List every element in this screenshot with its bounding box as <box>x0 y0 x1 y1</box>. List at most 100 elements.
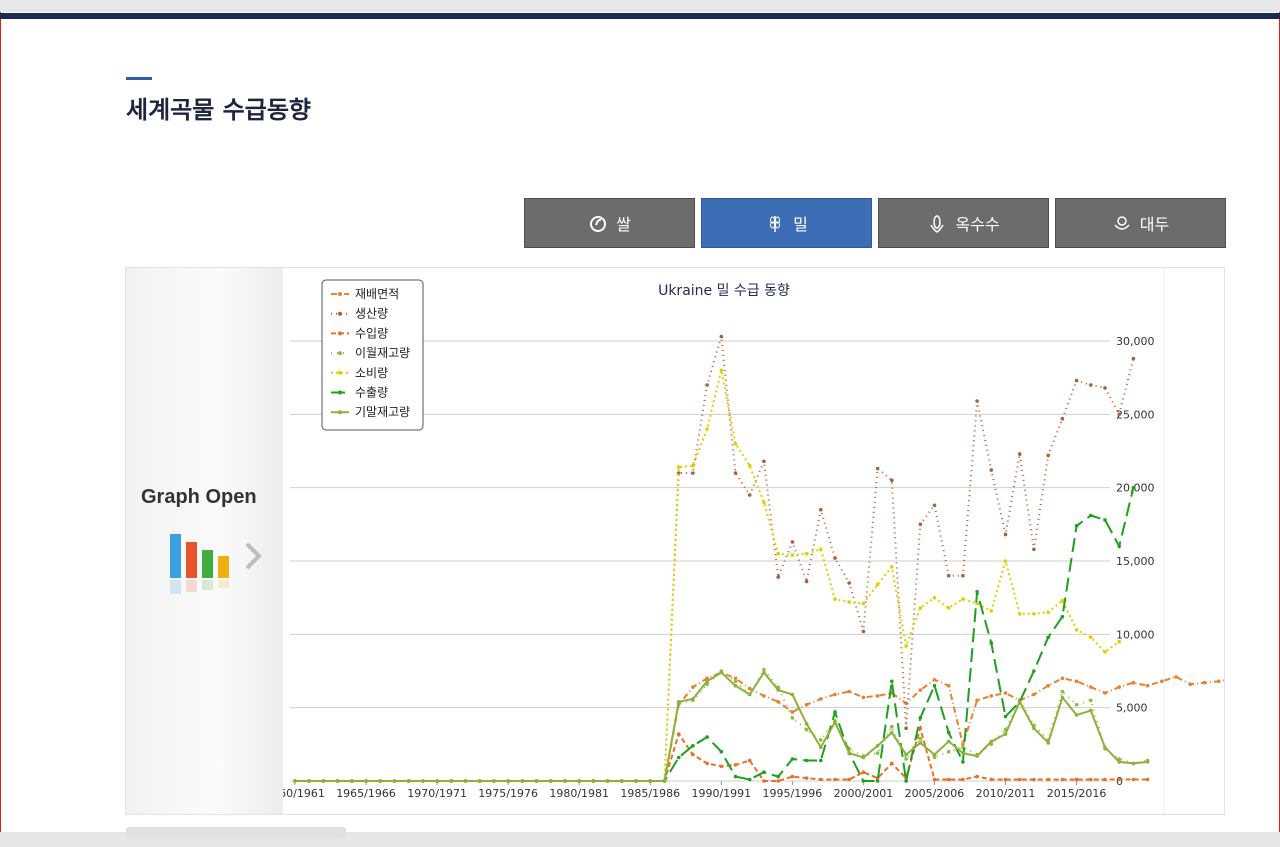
data-point <box>819 547 823 552</box>
data-point <box>1089 383 1093 387</box>
data-point <box>733 763 738 767</box>
data-point <box>1117 412 1121 417</box>
data-point <box>961 742 965 747</box>
data-point <box>1089 708 1093 713</box>
soybean-icon <box>1114 216 1130 230</box>
data-point <box>1103 386 1107 390</box>
data-point <box>1074 378 1079 383</box>
data-point <box>1003 732 1008 736</box>
data-point <box>762 459 766 464</box>
data-point <box>1046 777 1050 782</box>
graph-open-toggle[interactable]: Graph Open <box>126 268 283 814</box>
data-point <box>747 463 752 468</box>
data-point <box>790 553 795 557</box>
data-point <box>747 758 752 763</box>
y-tick-label: 0 <box>1116 775 1123 788</box>
x-tick-label: 2015/2016 <box>1047 787 1107 800</box>
data-point <box>804 727 809 732</box>
data-point <box>961 597 965 601</box>
data-point <box>1060 614 1065 619</box>
data-point <box>691 744 695 748</box>
data-point <box>975 399 979 403</box>
data-point <box>989 641 994 645</box>
data-point <box>1017 612 1022 616</box>
data-point <box>676 732 681 736</box>
tab-corn[interactable]: 옥수수 <box>878 198 1049 248</box>
data-point <box>1089 698 1093 703</box>
data-point <box>705 383 709 387</box>
data-point <box>946 573 951 578</box>
data-point <box>890 761 894 766</box>
chart-title: Ukraine 밀 수급 동향 <box>658 283 790 299</box>
chevron-right-icon[interactable] <box>242 540 264 572</box>
data-point <box>1103 518 1107 522</box>
data-point <box>293 779 297 783</box>
data-point <box>719 764 724 769</box>
data-point <box>946 739 951 744</box>
data-point <box>975 590 979 594</box>
data-point <box>364 779 368 783</box>
legend-marker <box>338 410 342 415</box>
data-point <box>776 688 780 692</box>
data-point <box>847 751 851 755</box>
data-point <box>378 779 383 783</box>
data-point <box>989 694 994 698</box>
x-tick-label: 1995/1996 <box>763 787 823 800</box>
data-point <box>1046 741 1050 745</box>
wheat-icon <box>770 216 781 232</box>
data-point <box>804 758 809 763</box>
data-point <box>833 692 837 697</box>
data-point <box>875 582 880 587</box>
x-tick-label: 1965/1966 <box>336 787 396 800</box>
data-point <box>790 774 795 779</box>
data-point <box>1089 635 1093 640</box>
data-point <box>932 683 937 688</box>
data-point <box>1117 544 1121 549</box>
data-point <box>875 751 880 755</box>
data-point <box>975 698 979 703</box>
data-point <box>719 749 724 754</box>
x-tick-label: 1985/1986 <box>620 787 680 800</box>
data-point <box>1046 610 1050 615</box>
data-point <box>634 779 638 783</box>
tab-soybean[interactable]: 대두 <box>1055 198 1226 248</box>
data-point <box>833 556 837 560</box>
legend-label: 수입량 <box>355 326 388 340</box>
x-tick-label: 1975/1976 <box>478 787 538 800</box>
data-point <box>1145 683 1150 688</box>
data-point <box>804 776 809 780</box>
tab-rice[interactable]: 쌀 <box>524 198 695 248</box>
data-point <box>733 774 738 779</box>
data-point <box>790 757 795 761</box>
data-point <box>648 779 653 783</box>
data-point <box>463 779 468 783</box>
data-point <box>1131 485 1136 490</box>
data-point <box>421 779 425 783</box>
data-point <box>1160 679 1164 684</box>
data-point <box>1074 713 1079 717</box>
tab-wheat[interactable]: 밀 <box>701 198 872 248</box>
data-point <box>676 465 681 469</box>
data-point <box>1032 612 1036 616</box>
data-point <box>890 679 894 684</box>
data-point <box>350 779 354 783</box>
data-point <box>733 683 738 688</box>
data-point <box>918 741 923 745</box>
data-point <box>1074 524 1079 528</box>
data-point <box>676 700 681 704</box>
data-point <box>1060 676 1065 681</box>
data-point <box>1032 692 1036 697</box>
data-point <box>563 779 567 783</box>
legend-label: 이월재고량 <box>355 346 410 360</box>
data-point <box>719 670 724 675</box>
data-point <box>932 503 937 508</box>
scroll-handle[interactable] <box>126 827 346 837</box>
header-bar <box>0 13 1280 19</box>
data-point <box>620 779 624 783</box>
data-point <box>1202 680 1207 685</box>
data-point <box>1003 532 1008 537</box>
data-point <box>705 676 709 681</box>
data-point <box>890 565 894 569</box>
data-point <box>1074 702 1079 707</box>
data-point <box>719 334 724 339</box>
